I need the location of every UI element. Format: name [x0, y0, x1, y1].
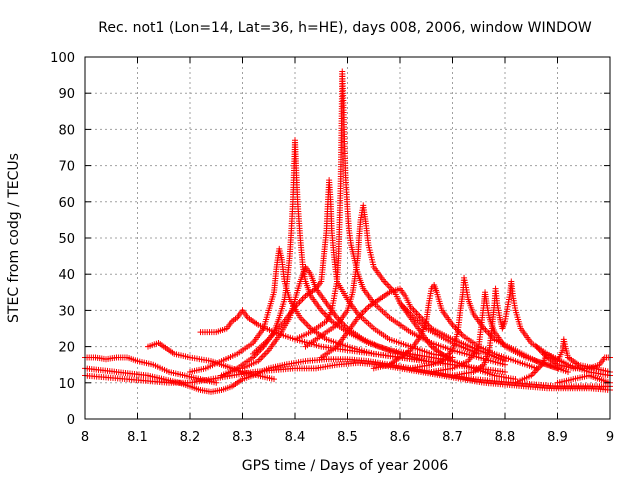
- data-point: [262, 350, 269, 357]
- data-point: [382, 279, 389, 286]
- data-point: [261, 351, 268, 358]
- y-tick-label: 20: [58, 341, 75, 356]
- series-19: [533, 343, 613, 372]
- y-tick-label: 50: [58, 232, 75, 247]
- data-point: [384, 281, 391, 288]
- series-3: [82, 359, 613, 394]
- y-tick-label: 90: [58, 87, 75, 102]
- x-tick-label: 8.4: [285, 430, 306, 445]
- series-8: [239, 263, 508, 375]
- data-point: [341, 322, 348, 329]
- data-point: [319, 308, 326, 315]
- y-tick-label: 30: [58, 304, 75, 319]
- y-tick-label: 10: [58, 377, 75, 392]
- chart-title: Rec. not1 (Lon=14, Lat=36, h=HE), days 0…: [98, 20, 592, 36]
- y-tick-label: 60: [58, 196, 75, 211]
- data-point: [301, 294, 307, 301]
- data-point: [259, 353, 266, 360]
- series-16: [428, 289, 571, 375]
- data-point: [299, 296, 306, 303]
- x-tick-label: 8.9: [547, 430, 568, 445]
- y-tick-label: 0: [67, 413, 75, 428]
- x-axis-label: GPS time / Days of year 2006: [242, 458, 449, 474]
- x-tick-label: 8.2: [180, 430, 201, 445]
- y-tick-label: 40: [58, 268, 75, 283]
- data-point: [565, 368, 571, 375]
- series-20: [554, 372, 613, 386]
- series-9: [250, 177, 456, 361]
- series-12: [318, 285, 508, 365]
- y-tick-label: 100: [50, 51, 75, 66]
- x-tick-label: 8.6: [390, 430, 411, 445]
- data-point: [387, 284, 394, 291]
- data-point: [361, 308, 367, 315]
- data-point: [300, 317, 307, 324]
- data-point: [451, 323, 457, 330]
- x-tick-labels: 8 8.1 8.2 8.3 8.4 8.5 8.6 8.7 8.8 8.9 9: [81, 430, 614, 445]
- data-point: [427, 323, 433, 330]
- x-tick-label: 8.5: [337, 430, 358, 445]
- data-point: [271, 376, 277, 383]
- x-tick-label: 8.3: [232, 430, 253, 445]
- data-point: [502, 368, 508, 375]
- series-6: [187, 245, 430, 375]
- data-point: [213, 379, 220, 386]
- data-point: [364, 305, 370, 312]
- data-point: [298, 316, 305, 323]
- x-tick-label: 8.8: [495, 430, 516, 445]
- data-point: [303, 320, 310, 327]
- x-tick-label: 8: [81, 430, 89, 445]
- y-tick-labels: 0 10 20 30 40 50 60 70 80 90 100: [50, 51, 75, 428]
- x-tick-label: 8.1: [127, 430, 148, 445]
- data-point: [362, 306, 369, 313]
- data-point: [264, 348, 271, 355]
- x-tick-label: 9: [606, 430, 614, 445]
- data-point: [306, 323, 313, 330]
- series-17: [449, 278, 613, 379]
- series-10: [292, 68, 508, 368]
- data-point: [502, 358, 508, 365]
- data-point: [298, 297, 304, 304]
- data-point: [304, 322, 311, 329]
- data-point: [321, 310, 328, 317]
- x-tick-label: 8.7: [442, 430, 463, 445]
- y-tick-label: 70: [58, 160, 75, 175]
- series-14: [370, 282, 540, 372]
- data-points: [82, 68, 613, 395]
- data-point: [258, 354, 265, 361]
- axis-ticks: [84, 56, 611, 420]
- data-point: [385, 283, 392, 290]
- y-axis-label: STEC from codg / TECUs: [6, 153, 22, 323]
- y-tick-label: 80: [58, 123, 75, 138]
- data-point: [301, 319, 308, 326]
